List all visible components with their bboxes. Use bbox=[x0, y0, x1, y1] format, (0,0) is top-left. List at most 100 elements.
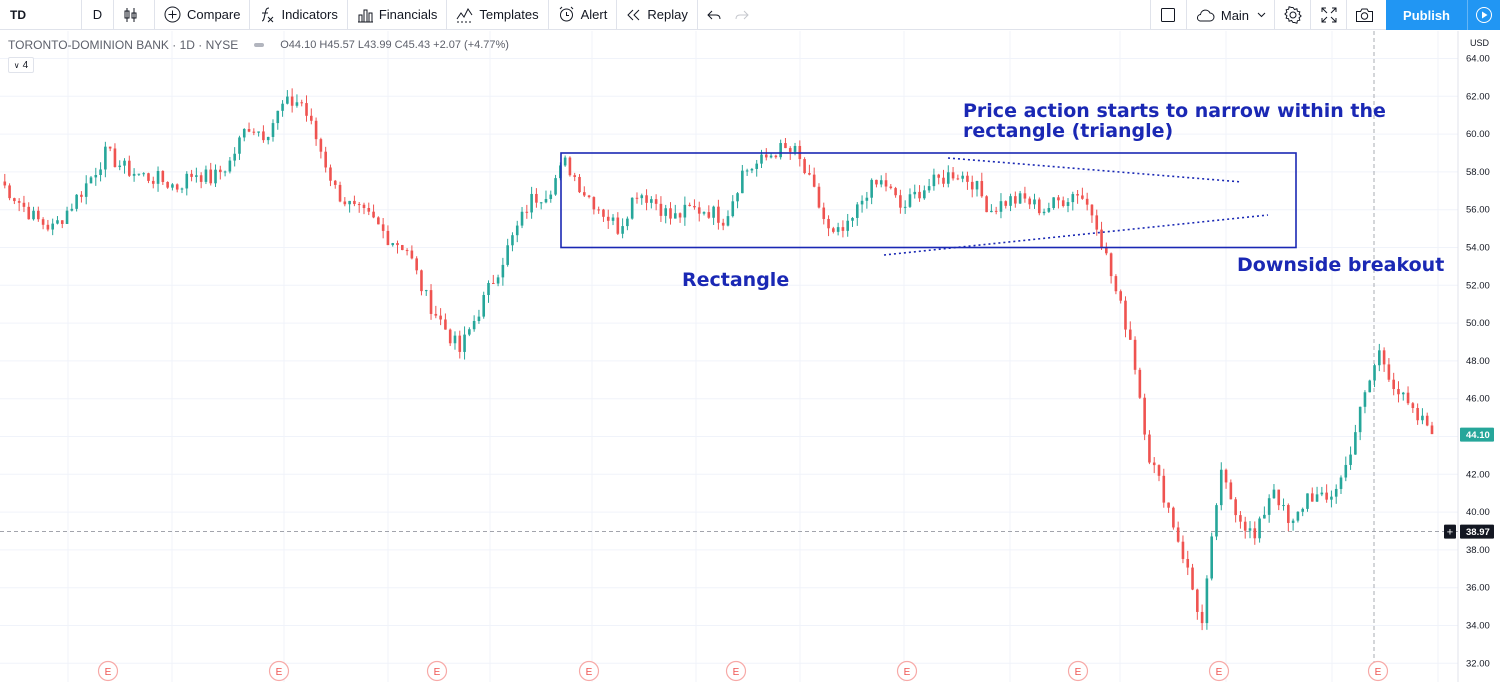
candle-body bbox=[41, 219, 45, 225]
indicators-button[interactable]: Indicators bbox=[250, 0, 348, 30]
candle-body bbox=[568, 157, 572, 176]
candle-body bbox=[434, 313, 438, 316]
candle-body bbox=[511, 235, 514, 246]
candle-body bbox=[879, 180, 883, 185]
gear-icon bbox=[1283, 6, 1302, 24]
earnings-label: E bbox=[586, 667, 593, 678]
legend-collapse-button[interactable]: ∨ 4 bbox=[8, 57, 34, 73]
candle-body bbox=[353, 200, 356, 205]
candle-body bbox=[463, 334, 466, 352]
price-tick-label: 40.00 bbox=[1466, 507, 1490, 518]
earnings-label: E bbox=[904, 667, 911, 678]
candle-body bbox=[1382, 350, 1386, 365]
redo-button[interactable] bbox=[731, 0, 764, 30]
compare-button[interactable]: Compare bbox=[155, 0, 251, 30]
candle-body bbox=[640, 195, 644, 199]
grid bbox=[0, 31, 1458, 682]
candle-body bbox=[1406, 392, 1410, 404]
fullscreen-button[interactable] bbox=[1310, 0, 1346, 30]
earnings-marker: E bbox=[1208, 660, 1230, 682]
publish-button[interactable]: Publish bbox=[1386, 0, 1467, 30]
price-tick-label: 36.00 bbox=[1466, 583, 1490, 594]
templates-button[interactable]: Templates bbox=[447, 0, 549, 30]
symbol-search[interactable]: TD bbox=[0, 0, 82, 30]
candle-body bbox=[750, 168, 754, 171]
candle-body bbox=[420, 270, 423, 292]
candle-body bbox=[1430, 425, 1434, 435]
candle-body bbox=[1138, 369, 1142, 398]
candle-body bbox=[1224, 469, 1228, 483]
candle-body bbox=[1004, 201, 1008, 206]
candle-body bbox=[980, 181, 984, 197]
earnings-circle bbox=[268, 660, 290, 682]
settings-button[interactable] bbox=[1274, 0, 1310, 30]
candle-body bbox=[937, 174, 941, 178]
candle-body bbox=[875, 179, 878, 185]
candle-body bbox=[951, 172, 955, 179]
candle-body bbox=[166, 181, 169, 188]
candle-body bbox=[956, 178, 960, 180]
candle-body bbox=[721, 222, 725, 226]
replay-button[interactable]: Replay bbox=[617, 0, 698, 30]
candle-body bbox=[199, 175, 203, 182]
fullscreen-select-button[interactable] bbox=[1149, 0, 1186, 30]
interval-button[interactable]: D bbox=[82, 0, 114, 30]
candle-body bbox=[219, 169, 222, 173]
snapshot-button[interactable] bbox=[1346, 0, 1382, 30]
candle-body bbox=[1277, 489, 1281, 506]
candle-body bbox=[683, 204, 687, 218]
candle-body bbox=[832, 228, 835, 232]
candle-body bbox=[338, 184, 342, 202]
candle-body bbox=[1042, 211, 1046, 214]
candle-body bbox=[1368, 380, 1372, 393]
templates-label: Templates bbox=[479, 7, 539, 22]
candle-body bbox=[1014, 196, 1017, 204]
alert-button[interactable]: Alert bbox=[549, 0, 618, 30]
candle-body bbox=[549, 194, 553, 200]
candle-body bbox=[1219, 469, 1223, 506]
earnings-label: E bbox=[434, 667, 441, 678]
earnings-marker: E bbox=[578, 660, 600, 682]
candle-body bbox=[1095, 215, 1099, 230]
crosshair-price-label: 38.97 bbox=[1466, 527, 1490, 538]
chart-type-button[interactable] bbox=[114, 0, 155, 30]
candle-body bbox=[180, 188, 184, 190]
candle-body bbox=[123, 160, 126, 166]
play-button[interactable] bbox=[1467, 0, 1500, 30]
candle-body bbox=[209, 169, 213, 184]
candle-body bbox=[913, 191, 917, 195]
candle-body bbox=[305, 103, 308, 116]
candle-body bbox=[1243, 521, 1247, 531]
financials-button[interactable]: Financials bbox=[348, 0, 448, 30]
toolbar-right-group: Main Publish bbox=[1149, 0, 1500, 30]
candle-body bbox=[281, 103, 284, 111]
candle-body bbox=[1105, 246, 1108, 254]
last-price-label: 44.10 bbox=[1466, 430, 1490, 441]
candle-body bbox=[310, 115, 313, 121]
annotation-breakout: Downside breakout bbox=[1237, 254, 1445, 276]
earnings-label: E bbox=[1075, 667, 1082, 678]
candle-body bbox=[855, 204, 859, 218]
candle-body bbox=[429, 290, 433, 314]
candle-body bbox=[1114, 276, 1118, 292]
legend-toggle-icon[interactable] bbox=[254, 43, 265, 47]
candle-body bbox=[927, 186, 931, 191]
fx-icon bbox=[262, 7, 274, 22]
candle-body bbox=[266, 136, 270, 141]
undo-button[interactable] bbox=[698, 0, 731, 30]
candle-body bbox=[923, 190, 926, 199]
candle-body bbox=[185, 173, 189, 189]
candle-body bbox=[247, 129, 251, 132]
candle-body bbox=[424, 290, 428, 292]
replay-label: Replay bbox=[647, 7, 688, 22]
candle-body bbox=[56, 220, 59, 224]
candle-body bbox=[319, 139, 323, 152]
rewind-icon bbox=[627, 9, 640, 20]
candle-body bbox=[1339, 477, 1343, 489]
candle-body bbox=[367, 208, 371, 212]
candle-body bbox=[942, 177, 945, 184]
layout-menu[interactable]: Main bbox=[1185, 0, 1274, 30]
candle-body bbox=[501, 264, 505, 278]
candle-body bbox=[329, 167, 332, 181]
